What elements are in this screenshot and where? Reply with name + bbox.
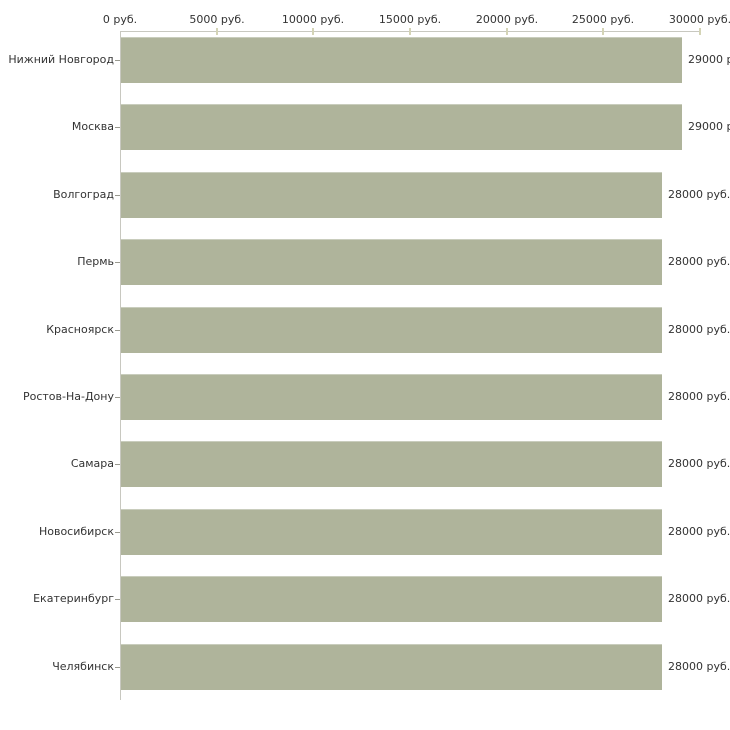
category-label: Новосибирск (38, 525, 114, 538)
category-label: Пермь (77, 255, 114, 268)
y-tick-mark (115, 127, 120, 128)
x-tick-mark (699, 28, 701, 35)
y-tick-mark (115, 599, 120, 600)
x-tick-mark (409, 28, 411, 35)
value-label: 28000 руб. (668, 525, 730, 538)
value-label: 28000 руб. (668, 390, 730, 403)
value-label: 29000 руб. (688, 53, 730, 66)
bar (121, 307, 662, 353)
bar (121, 374, 662, 420)
category-label: Красноярск (46, 323, 114, 336)
bar (121, 172, 662, 218)
y-tick-mark (115, 667, 120, 668)
value-label: 29000 руб. (688, 120, 730, 133)
y-tick-mark (115, 195, 120, 196)
category-label: Волгоград (53, 188, 114, 201)
x-tick-label: 20000 руб. (475, 13, 539, 26)
value-label: 28000 руб. (668, 592, 730, 605)
bar (121, 239, 662, 285)
bar (121, 441, 662, 487)
category-label: Ростов-На-Дону (22, 390, 114, 403)
bar (121, 576, 662, 622)
x-tick-label: 5000 руб. (189, 13, 245, 26)
x-tick-label: 10000 руб. (281, 13, 345, 26)
x-tick-mark (506, 28, 508, 35)
category-label: Екатеринбург (33, 592, 114, 605)
y-tick-mark (115, 262, 120, 263)
y-axis-line (120, 31, 121, 700)
value-label: 28000 руб. (668, 323, 730, 336)
x-tick-mark (602, 28, 604, 35)
bar (121, 104, 682, 150)
x-tick-mark (216, 28, 218, 35)
x-tick-label: 25000 руб. (571, 13, 635, 26)
category-label: Челябинск (52, 660, 114, 673)
y-tick-mark (115, 532, 120, 533)
value-label: 28000 руб. (668, 255, 730, 268)
x-tick-label: 30000 руб. (668, 13, 730, 26)
value-label: 28000 руб. (668, 457, 730, 470)
x-tick-label: 0 руб. (102, 13, 138, 26)
y-tick-mark (115, 330, 120, 331)
bar (121, 644, 662, 690)
y-tick-mark (115, 464, 120, 465)
value-label: 28000 руб. (668, 188, 730, 201)
category-label: Самара (70, 457, 114, 470)
y-tick-mark (115, 397, 120, 398)
category-label: Москва (71, 120, 114, 133)
bar (121, 37, 682, 83)
bar (121, 509, 662, 555)
x-tick-mark (312, 28, 314, 35)
y-tick-mark (115, 60, 120, 61)
x-tick-label: 15000 руб. (378, 13, 442, 26)
value-label: 28000 руб. (668, 660, 730, 673)
category-label: Нижний Новгород (8, 53, 114, 66)
